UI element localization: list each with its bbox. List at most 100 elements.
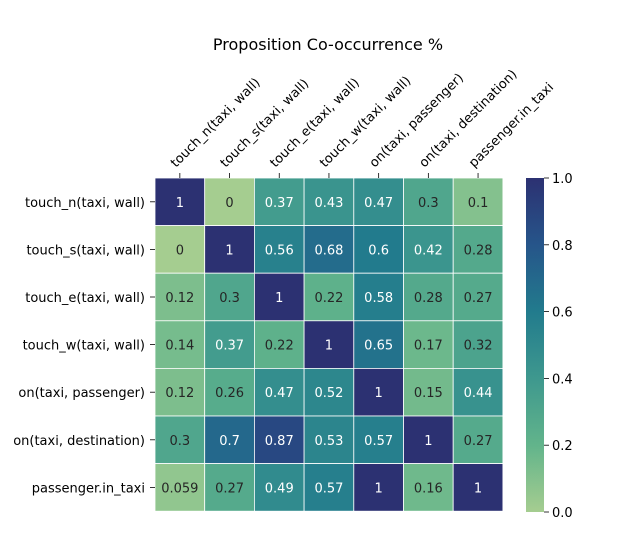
heatmap-cell (452, 272, 504, 322)
x-axis-labels: touch_n(taxi, wall)touch_s(taxi, wall)to… (168, 67, 557, 178)
y-axis-labels: touch_n(taxi, wall) touch_s(taxi, wall) to… (13, 196, 155, 496)
heatmap-cell (452, 225, 504, 274)
colorbar-tick-label: 0.4 (552, 372, 573, 387)
x-tick-label: on(taxi, destination) (417, 67, 521, 171)
cell-value-label: 0.27 (464, 291, 493, 306)
cell-value-label: 0.1 (468, 196, 489, 211)
cell-value-label: 0.27 (464, 434, 493, 449)
heatmap-cell (253, 463, 305, 512)
colorbar-tick-label: 0.8 (552, 239, 573, 254)
heatmap-cell (403, 463, 454, 512)
colorbar-tick-label: 1.0 (552, 172, 573, 187)
cell-value-label: 0.47 (364, 196, 393, 211)
cell-value-label: 0.22 (265, 339, 294, 354)
heatmap-cell (253, 225, 305, 274)
y-tick-label: passenger.in_taxi (32, 481, 145, 496)
y-tick-label: on(taxi, destination) (13, 434, 145, 449)
cell-value-label: 1 (375, 481, 383, 496)
colorbar (526, 178, 544, 512)
cell-value-label: 1 (375, 386, 383, 401)
cell-value-label: 1 (474, 481, 482, 496)
cell-value-label: 0.12 (165, 291, 194, 306)
cell-value-label: 0.3 (170, 434, 191, 449)
cell-value-label: 0.58 (364, 291, 393, 306)
cell-value-label: 0.37 (215, 339, 244, 354)
cell-value-label: 1 (424, 434, 432, 449)
heatmap-cell (154, 367, 206, 417)
y-tick-label: touch_s(taxi, wall) (26, 243, 145, 258)
heatmap-cell (204, 415, 255, 464)
cell-value-label: 0.27 (215, 481, 244, 496)
cell-value-label: 0.68 (314, 243, 343, 258)
cell-value-label: 0.49 (265, 481, 294, 496)
cell-value-label: 0.52 (314, 386, 343, 401)
cell-value-label: 1 (275, 291, 283, 306)
x-tick-label: touch_e(taxi, wall) (267, 76, 362, 171)
heatmap-cell (303, 272, 355, 322)
cell-value-label: 0.57 (364, 434, 393, 449)
heatmap-cell (204, 272, 255, 322)
cell-value-label: 0 (176, 243, 184, 258)
cell-value-label: 0.3 (219, 291, 240, 306)
heatmap-cell (452, 463, 504, 512)
cell-value-label: 0.44 (464, 386, 493, 401)
heatmap-cell (353, 415, 404, 464)
x-tick-label: touch_s(taxi, wall) (218, 76, 312, 170)
cell-value-label: 0.26 (215, 386, 244, 401)
heatmap-cell (253, 272, 305, 322)
cell-value-label: 0 (225, 196, 233, 211)
cell-value-label: 0.42 (414, 243, 443, 258)
heatmap-cell (204, 177, 255, 226)
heatmap-cell (303, 463, 355, 512)
heatmap-cell (154, 320, 206, 369)
cell-value-label: 0.43 (314, 196, 343, 211)
cell-value-label: 0.87 (265, 434, 294, 449)
heatmap-cell (403, 272, 454, 322)
heatmap-cell (154, 415, 206, 464)
heatmap-cell (403, 320, 454, 369)
colorbar-tick-label: 0.2 (552, 439, 573, 454)
cell-value-label: 0.7 (219, 434, 240, 449)
heatmap-cell (154, 463, 206, 512)
cell-value-label: 0.32 (464, 339, 493, 354)
y-tick-label: touch_n(taxi, wall) (25, 196, 145, 211)
cell-value-label: 1 (325, 339, 333, 354)
cell-value-label: 1 (176, 196, 184, 211)
cell-value-label: 0.15 (414, 386, 443, 401)
chart-title: Proposition Co-occurrence % (213, 35, 443, 54)
cell-value-label: 0.12 (165, 386, 194, 401)
heatmap-cells: 1 0 0.37 0.43 0.47 0.3 0.1 0 1 0.56 0.68 0.6 0.42 0.2… (154, 177, 504, 512)
cell-value-label: 0.47 (265, 386, 294, 401)
cell-value-label: 0.53 (314, 434, 343, 449)
cell-value-label: 0.22 (314, 291, 343, 306)
cell-value-label: 0.16 (414, 481, 443, 496)
cell-value-label: 0.059 (161, 481, 198, 496)
x-tick-label: passenger.in_taxi (466, 80, 557, 171)
heatmap-cell (353, 463, 404, 512)
heatmap-cell (452, 415, 504, 464)
cell-value-label: 1 (225, 243, 233, 258)
x-tick-label: touch_w(taxi, wall) (317, 74, 414, 171)
cell-value-label: 0.28 (414, 291, 443, 306)
heatmap-cell (403, 177, 454, 226)
cell-value-label: 0.65 (364, 339, 393, 354)
colorbar-ticks: 0.0 0.2 0.4 0.6 0.8 1.0 (544, 172, 573, 521)
heatmap-cell (353, 225, 404, 274)
cell-value-label: 0.56 (265, 243, 294, 258)
heatmap-cell (353, 272, 404, 322)
heatmap-cell (253, 367, 305, 417)
heatmap-cell (303, 415, 355, 464)
y-tick-label: on(taxi, passenger) (18, 386, 145, 401)
cell-value-label: 0.57 (314, 481, 343, 496)
cell-value-label: 0.14 (165, 339, 194, 354)
y-tick-label: touch_e(taxi, wall) (25, 291, 145, 306)
colorbar-tick-label: 0.0 (552, 506, 573, 521)
x-tick-label: on(taxi, passenger) (367, 71, 467, 171)
heatmap-cell (154, 177, 206, 226)
heatmap-cell (204, 320, 255, 369)
heatmap-cell (452, 320, 504, 369)
heatmap-cell (303, 320, 355, 369)
cell-value-label: 0.6 (368, 243, 389, 258)
x-tick-label: touch_n(taxi, wall) (168, 75, 263, 170)
